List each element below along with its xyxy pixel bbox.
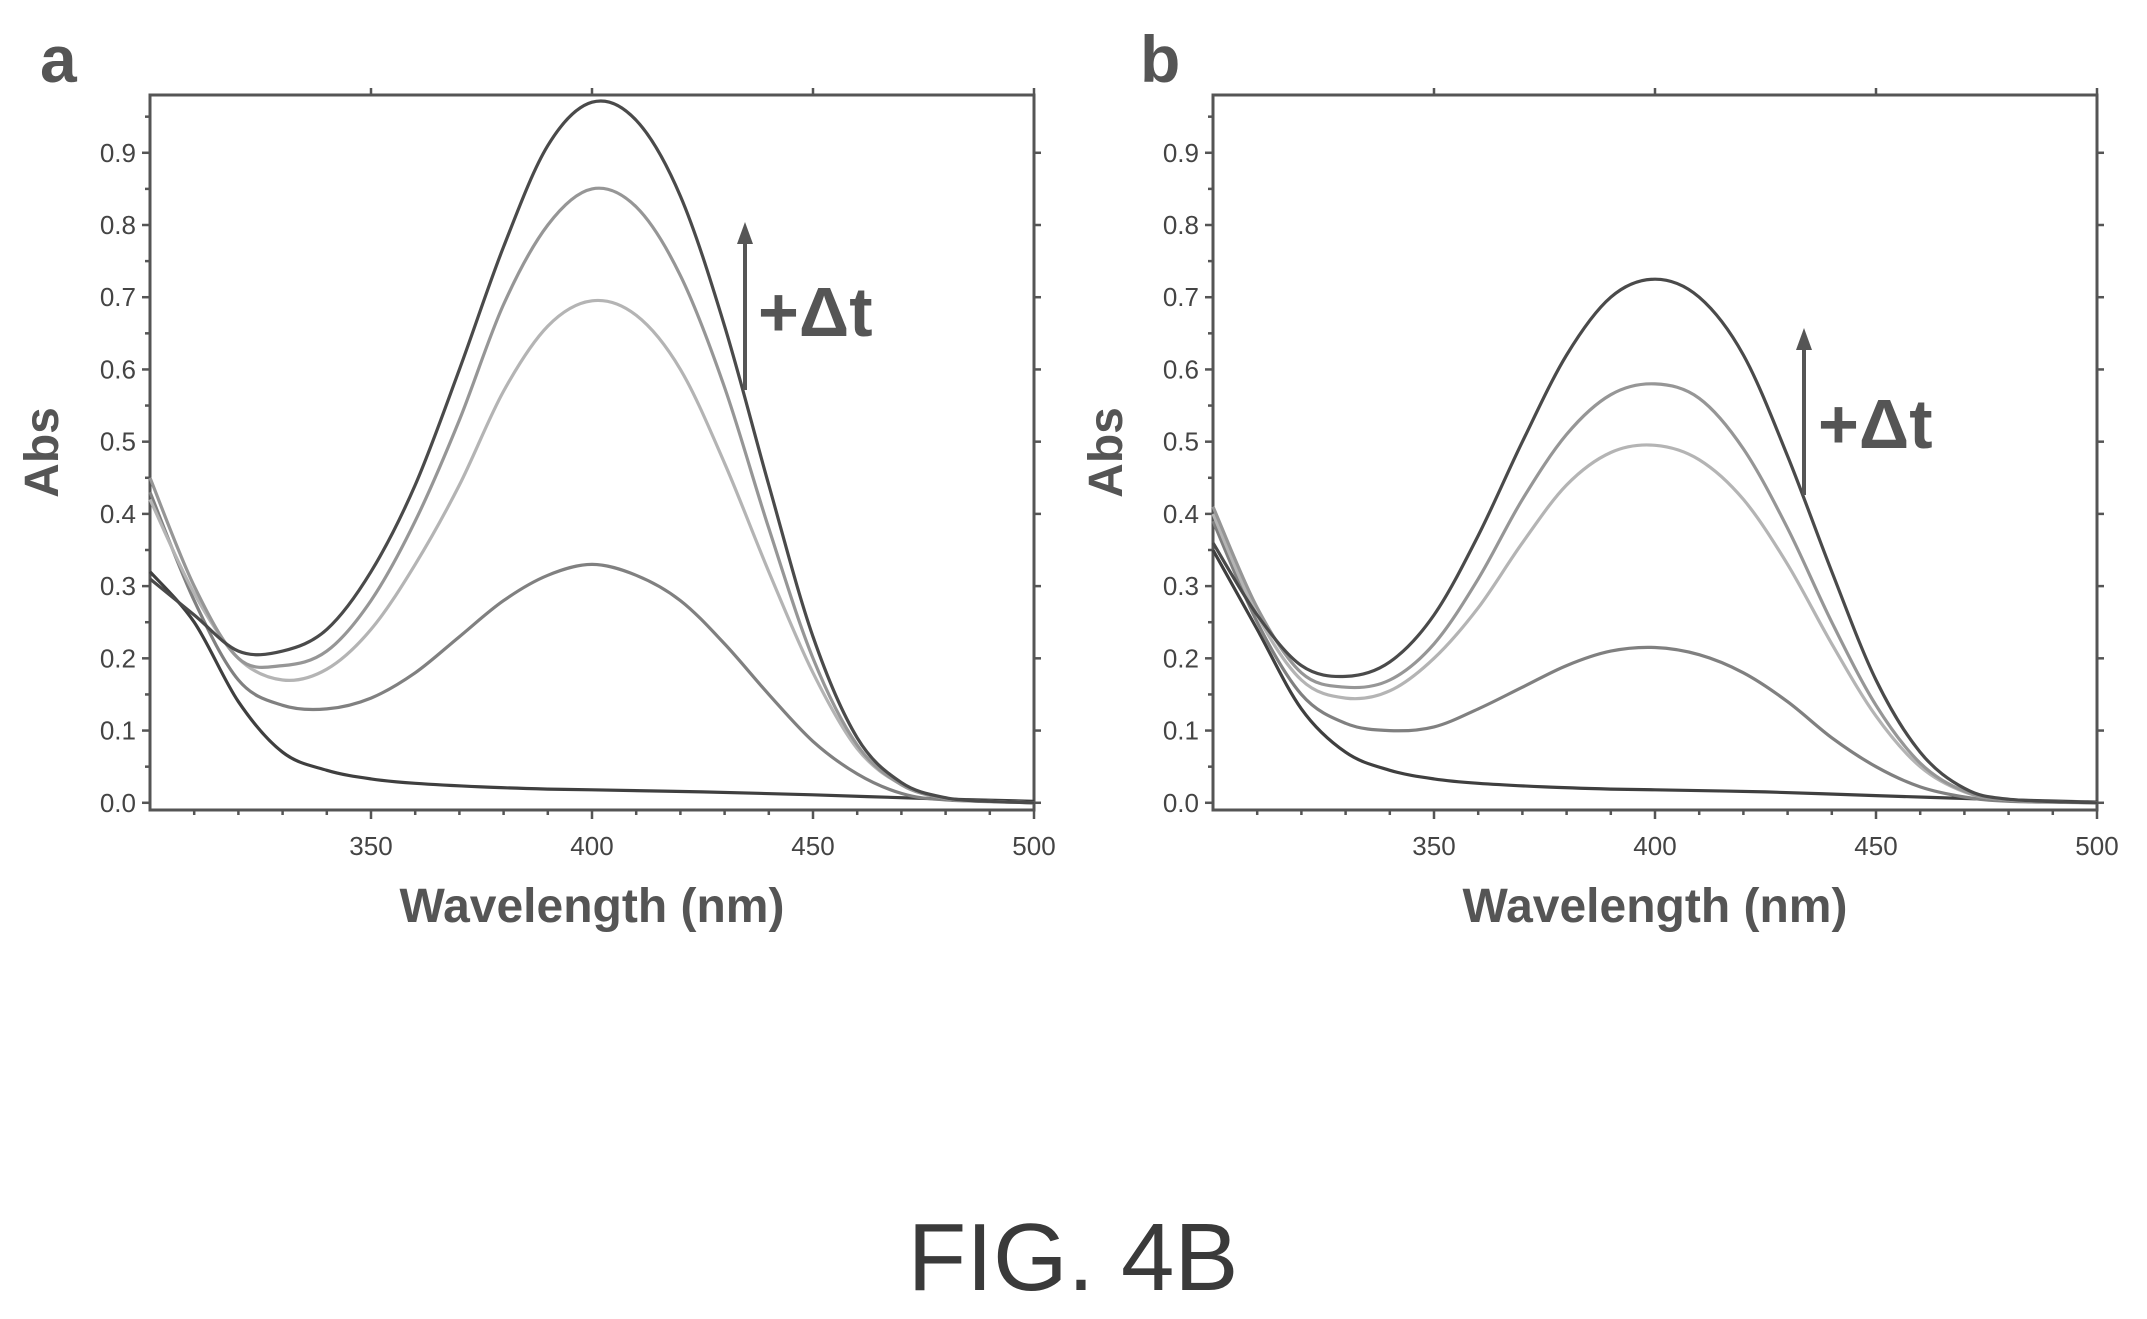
x-axis-title: Wavelength (nm) [1463,880,1848,933]
y-tick-label: 0.1 [100,716,136,746]
x-tick-label: 450 [791,831,834,861]
series-line-4 [1211,382,2098,805]
series-line-4 [148,186,1035,805]
series-line-1 [1211,549,2098,804]
arrow-head-icon [1796,328,1812,350]
x-tick-label: 500 [1012,831,1055,861]
figure-caption: FIG. 4B [908,1204,1239,1311]
series-line-5 [1211,277,2098,805]
arrow-head-icon [737,222,753,244]
x-tick-label: 350 [349,831,392,861]
x-tick-label: 400 [570,831,613,861]
x-tick-label: 500 [2075,831,2118,861]
x-tick-label: 400 [1633,831,1676,861]
y-tick-label: 0.1 [1163,716,1199,746]
y-axis-title: Abs [1080,407,1133,498]
x-tick-label: 450 [1854,831,1897,861]
x-tick-label: 350 [1412,831,1455,861]
y-tick-label: 0.3 [100,571,136,601]
y-tick-label: 0.4 [1163,499,1199,529]
annotation-label: +Δt [758,273,873,351]
y-tick-label: 0.8 [100,210,136,240]
y-tick-label: 0.7 [1163,282,1199,312]
series-line-2 [148,491,1035,805]
y-tick-label: 0.2 [100,643,136,673]
y-tick-label: 0.6 [1163,354,1199,384]
series-line-5 [148,99,1035,805]
y-tick-label: 0.9 [1163,138,1199,168]
y-tick-label: 0.5 [1163,427,1199,457]
annotation-label: +Δt [1818,385,1933,463]
series-line-3 [148,298,1035,805]
y-tick-label: 0.8 [1163,210,1199,240]
y-tick-label: 0.9 [100,138,136,168]
series-line-2 [1211,520,2098,805]
y-tick-label: 0.6 [100,354,136,384]
series-line-1 [148,570,1035,803]
y-axis-title: Abs [16,407,69,498]
y-tick-label: 0.0 [1163,788,1199,818]
y-tick-label: 0.5 [100,427,136,457]
y-tick-label: 0.0 [100,788,136,818]
plot-frame [148,93,1036,812]
series-line-3 [1211,443,2098,805]
y-tick-label: 0.7 [100,282,136,312]
plot-frame [1211,93,2099,812]
panel-letter: b [1140,22,1180,96]
panel-letter: a [40,22,78,96]
y-tick-label: 0.3 [1163,571,1199,601]
y-tick-label: 0.2 [1163,643,1199,673]
chart-panel-b: b 0.0 0.1 0.2 0.3 0.4 0.5 0.6 0.7 0.8 0.9 350 400 450… [1080,22,2119,933]
y-tick-label: 0.4 [100,499,136,529]
x-axis-title: Wavelength (nm) [400,880,785,933]
chart-panel-a: a 0.0 0.1 0.2 0.3 0.4 0.5 0.6 0.7 0.8 0.9 350 400 450… [16,22,1056,933]
